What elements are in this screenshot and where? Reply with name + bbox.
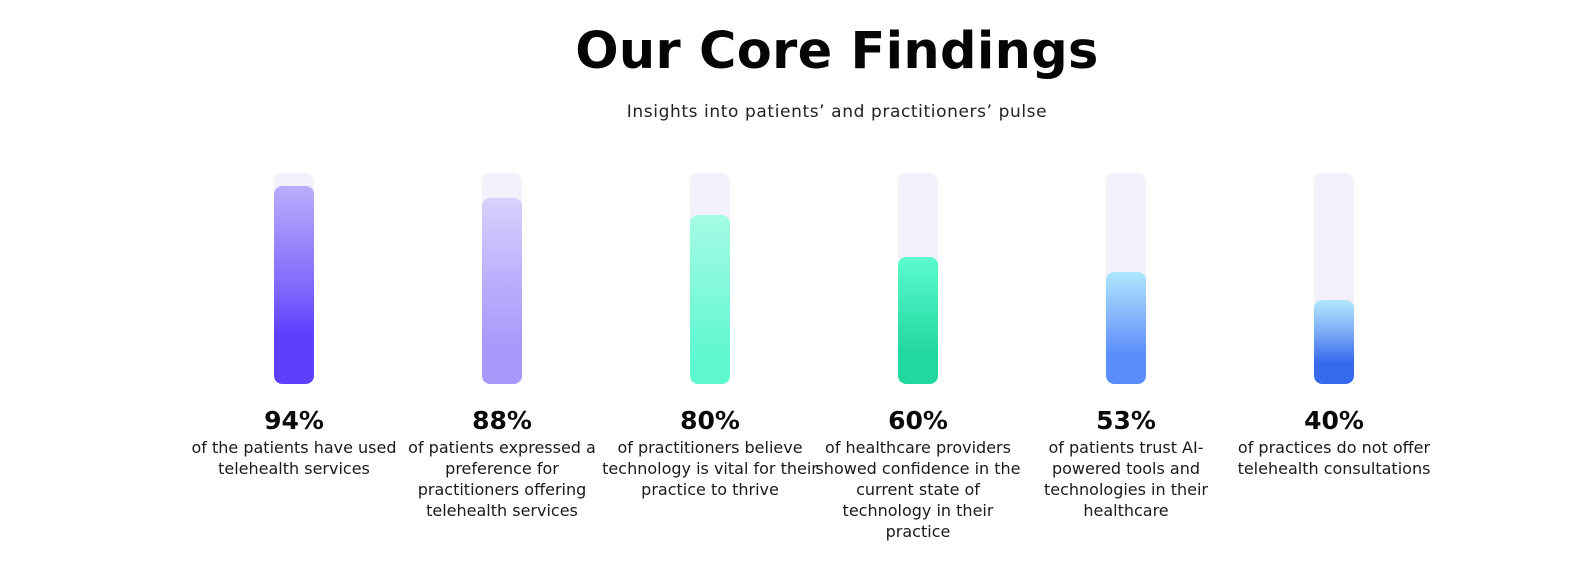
finding-description: of practitioners believe technology is v… — [602, 438, 818, 499]
finding-item: 53% of patients trust AI-powered tools a… — [1026, 0, 1226, 568]
bar-fill — [274, 185, 314, 384]
bar-track — [898, 173, 938, 384]
finding-value: 80% — [680, 406, 740, 435]
finding-description: of patients expressed a preference for p… — [408, 438, 596, 520]
finding-value: 60% — [888, 406, 948, 435]
finding-value: 53% — [1096, 406, 1156, 435]
bar-track — [274, 173, 314, 384]
bar-fill — [482, 198, 522, 384]
bar-track — [1314, 173, 1354, 384]
bar-fill — [690, 215, 730, 384]
bar-fill — [1314, 299, 1354, 384]
bar-track — [1106, 173, 1146, 384]
finding-value: 40% — [1304, 406, 1364, 435]
bar-fill — [1106, 272, 1146, 384]
finding-description: of the patients have used telehealth ser… — [191, 438, 397, 478]
finding-item: 80% of practitioners believe technology … — [602, 0, 818, 568]
page-subtitle: Insights into patients’ and practitioner… — [626, 102, 1048, 122]
finding-description: of practices do not offer telehealth con… — [1237, 438, 1431, 478]
bar-fill — [898, 257, 938, 384]
finding-item: 40% of practices do not offer telehealth… — [1234, 0, 1434, 568]
finding-description: of patients trust AI-powered tools and t… — [1043, 438, 1209, 520]
page-title: Our Core Findings — [575, 22, 1099, 81]
bar-track — [690, 173, 730, 384]
finding-item: 94% of the patients have used telehealth… — [191, 0, 397, 568]
finding-item: 88% of patients expressed a preference f… — [402, 0, 602, 568]
finding-description: of healthcare providers showed confidenc… — [815, 438, 1021, 541]
finding-value: 94% — [264, 406, 324, 435]
finding-item: 60% of healthcare providers showed confi… — [815, 0, 1021, 568]
finding-value: 88% — [472, 406, 532, 435]
bar-track — [482, 173, 522, 384]
